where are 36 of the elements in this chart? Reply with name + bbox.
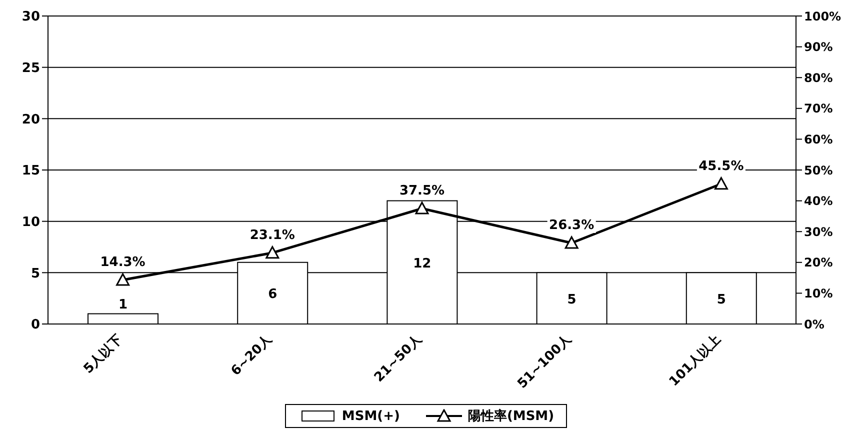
y2-tick-label: 70% xyxy=(804,102,833,116)
y2-tick-label: 60% xyxy=(804,132,833,146)
x-tick-label: 5人以下 xyxy=(81,332,126,377)
data-label: 12 xyxy=(413,256,432,272)
y-tick-label: 10 xyxy=(22,214,40,230)
y2-tick-label: 90% xyxy=(804,40,833,54)
data-label: 23.1% xyxy=(250,228,295,243)
point xyxy=(714,177,728,190)
y2-tick-label: 20% xyxy=(804,256,833,270)
point xyxy=(415,202,429,214)
y-tick-label: 20 xyxy=(22,112,40,128)
y2-tick-label: 0% xyxy=(804,317,824,332)
data-label: 1 xyxy=(118,298,128,313)
y2-tick-label: 10% xyxy=(804,286,833,300)
data-label: 5 xyxy=(567,292,576,308)
y-tick-label: 0 xyxy=(30,318,40,333)
point xyxy=(564,236,578,249)
y2-tick-label: 100% xyxy=(804,9,842,24)
point xyxy=(116,273,130,286)
data-label: 6 xyxy=(268,287,278,302)
legend-label: MSM(+) xyxy=(342,408,400,424)
y2-tick-label: 40% xyxy=(804,194,833,208)
y-tick-label: 30 xyxy=(22,10,40,25)
data-label: 5 xyxy=(716,292,726,308)
data-label: 26.3% xyxy=(549,218,594,233)
legend-label: 陽性率(MSM) xyxy=(468,408,554,425)
y-tick-label: 5 xyxy=(30,266,40,282)
data-label: 37.5% xyxy=(399,184,445,198)
y2-tick-label: 50% xyxy=(804,163,833,178)
y2-tick-label: 80% xyxy=(804,70,833,85)
data-label: 14.3% xyxy=(100,254,146,270)
data-label: 45.5% xyxy=(698,158,744,174)
y2-tick-label: 30% xyxy=(804,224,833,239)
y-tick-label: 15 xyxy=(22,164,40,179)
point xyxy=(266,246,280,259)
y-tick-label: 25 xyxy=(22,60,40,76)
